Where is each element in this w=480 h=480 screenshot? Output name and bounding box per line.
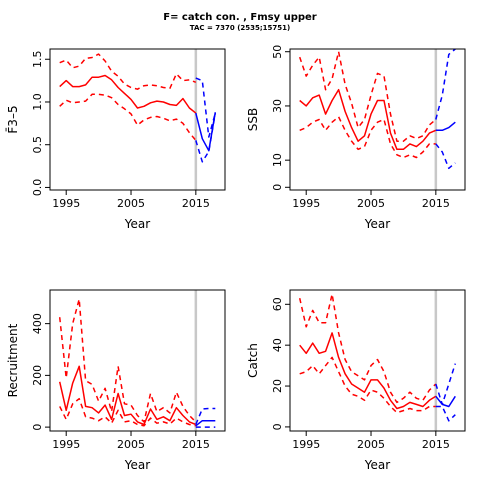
x-tick-label: 2015 bbox=[182, 438, 210, 451]
series-ssb-historic-upper bbox=[298, 50, 437, 142]
y-tick-label: 0 bbox=[271, 184, 284, 191]
y-tick-label: 30 bbox=[271, 99, 284, 113]
series-fbar-historic-upper bbox=[59, 53, 197, 90]
series-ssb-historic-median bbox=[299, 88, 437, 151]
series-recruitment-projection-upper bbox=[195, 407, 216, 425]
series-ssb-projection-median bbox=[435, 121, 456, 132]
x-tick-label: 2005 bbox=[117, 197, 145, 210]
series-catch-historic-lower bbox=[299, 356, 436, 414]
y-tick-label: 400 bbox=[31, 313, 44, 334]
x-tick-label: 2005 bbox=[357, 197, 385, 210]
plot-frame-catch bbox=[289, 289, 466, 432]
series-catch-projection-upper bbox=[435, 363, 457, 406]
panel-ssb: 1995 2005 2015 0 10 30 50 Year SSB bbox=[246, 45, 466, 231]
x-axis-label: Year bbox=[364, 217, 390, 231]
y-axis-label: F̄3–5 bbox=[6, 105, 20, 133]
y-tick-label: 0 bbox=[271, 423, 284, 430]
plot-frame-ssb bbox=[289, 48, 466, 191]
x-tick-label: 1995 bbox=[52, 438, 80, 451]
plot-frame-fbar bbox=[49, 48, 226, 191]
x-axis-label: Year bbox=[364, 458, 390, 472]
series-group-fbar bbox=[59, 53, 217, 163]
x-tick-label: 2005 bbox=[117, 438, 145, 451]
series-catch-projection-lower bbox=[435, 405, 456, 422]
x-tick-label: 2005 bbox=[357, 438, 385, 451]
y-tick-label: 0 bbox=[31, 424, 44, 431]
y-tick-label: 0.0 bbox=[31, 179, 44, 197]
y-axis-label: Catch bbox=[246, 343, 260, 378]
y-tick-label: 0.5 bbox=[31, 136, 44, 154]
y-tick-label: 50 bbox=[271, 45, 284, 59]
plot-frame-recruitment bbox=[49, 289, 226, 432]
series-group-ssb bbox=[298, 49, 456, 170]
panel-catch: 1995 2005 2015 0 20 40 60 Year Catch bbox=[246, 289, 466, 472]
y-axis-label: Recruitment bbox=[6, 323, 20, 397]
series-catch-historic-upper bbox=[298, 293, 437, 404]
series-ssb-historic-lower bbox=[299, 116, 436, 159]
x-tick-label: 1995 bbox=[52, 197, 80, 210]
series-recruitment-historic-upper bbox=[58, 298, 197, 423]
series-recruitment-historic-median bbox=[58, 365, 197, 426]
x-tick-label: 2015 bbox=[422, 438, 450, 451]
panel-fbar: 1995 2005 2015 0.0 0.5 1.0 1.5 Year F̄3–5 bbox=[6, 48, 226, 231]
y-tick-label: 20 bbox=[271, 379, 284, 393]
series-ssb-projection-upper bbox=[435, 49, 456, 120]
series-catch-projection-median bbox=[435, 395, 456, 408]
x-tick-label: 1995 bbox=[292, 438, 320, 451]
series-recruitment-historic-lower bbox=[59, 397, 196, 427]
y-tick-label: 1.0 bbox=[31, 93, 44, 111]
y-tick-label: 1.5 bbox=[31, 51, 44, 69]
series-group-catch bbox=[298, 293, 457, 422]
y-tick-label: 10 bbox=[271, 153, 284, 167]
y-tick-label: 200 bbox=[31, 365, 44, 386]
series-ssb-projection-lower bbox=[435, 143, 456, 170]
series-fbar-historic-lower bbox=[59, 93, 197, 141]
x-tick-label: 2015 bbox=[422, 197, 450, 210]
y-tick-label: 40 bbox=[271, 338, 284, 352]
series-group-recruitment bbox=[58, 298, 216, 428]
panel-recruitment: 1995 2005 2015 0 200 400 Year Recruitment bbox=[6, 289, 226, 472]
series-recruitment-projection-median bbox=[195, 419, 216, 427]
figure-subtitle: TAC = 7370 (2535;15751) bbox=[190, 24, 290, 32]
series-fbar-projection-lower bbox=[195, 112, 217, 163]
y-tick-label: 60 bbox=[271, 297, 284, 311]
x-tick-label: 1995 bbox=[292, 197, 320, 210]
figure-title: F= catch con. , Fmsy upper bbox=[163, 12, 317, 23]
x-axis-label: Year bbox=[124, 217, 150, 231]
x-axis-label: Year bbox=[124, 458, 150, 472]
series-fbar-historic-median bbox=[59, 74, 197, 114]
y-axis-label: SSB bbox=[246, 108, 260, 131]
series-catch-historic-median bbox=[299, 332, 437, 410]
x-tick-label: 2015 bbox=[182, 197, 210, 210]
series-fbar-projection-upper bbox=[195, 77, 217, 138]
